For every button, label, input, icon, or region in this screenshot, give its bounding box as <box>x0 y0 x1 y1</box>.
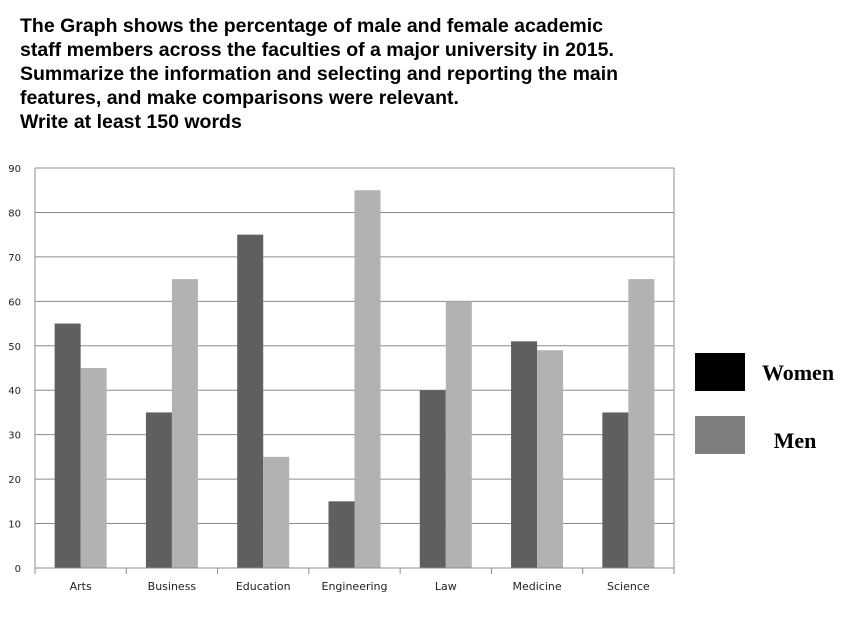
legend-label-men: Men <box>774 428 817 453</box>
y-tick-label: 10 <box>8 520 21 531</box>
y-tick-label: 70 <box>8 253 21 264</box>
task-prompt: The Graph shows the percentage of male a… <box>20 14 840 134</box>
bar-women-medicine <box>511 341 538 568</box>
bar-men-science <box>628 279 655 568</box>
y-tick-label: 90 <box>8 164 21 175</box>
bar-women-law <box>419 390 446 568</box>
prompt-line: The Graph shows the percentage of male a… <box>20 15 604 37</box>
x-category-label: Business <box>148 580 197 593</box>
x-category-label: Engineering <box>322 580 388 593</box>
x-category-label: Science <box>607 580 650 593</box>
bar-men-education <box>263 456 290 568</box>
axes: 0 10 20 30 40 50 60 70 80 90 Arts Business Education… <box>8 164 675 593</box>
x-category-label: Education <box>236 580 291 593</box>
y-tick-label: 40 <box>8 386 21 397</box>
bar-men-business <box>171 279 198 568</box>
y-tick-label: 60 <box>8 297 21 308</box>
legend-swatch-men <box>695 416 745 454</box>
y-tick-label: 0 <box>15 564 21 575</box>
prompt-line: Summarize the information and selecting … <box>20 63 619 85</box>
bar-women-education <box>237 234 264 568</box>
bar-men-engineering <box>354 190 381 568</box>
bar-women-arts <box>54 323 81 568</box>
bar-women-science <box>602 412 629 568</box>
legend-label-women: Women <box>762 360 834 385</box>
bar-women-engineering <box>328 501 355 568</box>
bar-men-arts <box>80 368 107 568</box>
y-tick-label: 80 <box>8 208 21 219</box>
x-category-label: Law <box>435 580 457 593</box>
legend: Women Men <box>695 353 834 454</box>
prompt-line: staff members across the faculties of a … <box>20 39 614 61</box>
x-category-label: Arts <box>70 580 92 593</box>
y-tick-label: 30 <box>8 431 21 442</box>
legend-swatch-women <box>695 353 745 391</box>
prompt-line: Write at least 150 words <box>20 111 242 133</box>
y-tick-label: 20 <box>8 475 21 486</box>
bar-women-business <box>145 412 172 568</box>
y-tick-label: 50 <box>8 342 21 353</box>
bars <box>54 190 655 568</box>
x-category-label: Medicine <box>513 580 562 593</box>
bar-men-law <box>445 301 472 568</box>
prompt-line: features, and make comparisons were rele… <box>20 87 459 109</box>
bar-men-medicine <box>537 350 564 568</box>
